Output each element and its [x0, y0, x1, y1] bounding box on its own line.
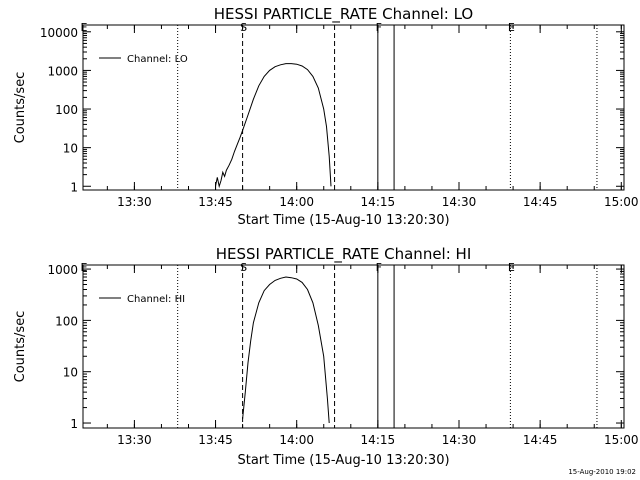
marker-label: F [376, 261, 382, 274]
x-tick-label: 15:00 [604, 433, 639, 447]
marker-label: E [81, 21, 88, 34]
marker-label: F [376, 21, 382, 34]
y-tick-label: 1 [70, 180, 78, 194]
chart-title: HESSI PARTICLE_RATE Channel: LO [214, 5, 473, 24]
x-tick-label: 13:30 [117, 433, 152, 447]
marker-label: S [240, 21, 247, 34]
y-tick-label: 1000 [47, 64, 78, 78]
legend-label: Channel: LO [127, 54, 188, 65]
x-tick-label: 13:45 [198, 195, 233, 209]
marker-label: S [240, 261, 247, 274]
series-line [215, 63, 332, 189]
x-axis-label: Start Time (15-Aug-10 13:20:30) [237, 453, 449, 468]
legend-label: Channel: HI [127, 294, 185, 305]
y-tick-label: 1 [70, 417, 78, 431]
y-tick-label: 100 [55, 103, 78, 117]
x-tick-label: 14:00 [279, 195, 314, 209]
plot-frame [82, 24, 625, 191]
x-tick-label: 13:30 [117, 195, 152, 209]
panel-lo: HESSI PARTICLE_RATE Channel: LO Counts/se… [13, 5, 639, 228]
x-tick-label: 14:00 [279, 433, 314, 447]
plot-frame [82, 264, 625, 429]
y-axis-label: Counts/sec [13, 72, 28, 144]
chart-title: HESSI PARTICLE_RATE Channel: HI [216, 245, 472, 264]
x-tick-label: 15:00 [604, 195, 639, 209]
y-tick-label: 10000 [40, 26, 78, 40]
x-tick-label: 14:30 [442, 433, 477, 447]
marker-label: E [508, 21, 515, 34]
x-tick-label: 14:15 [361, 195, 396, 209]
y-tick-label: 100 [55, 314, 78, 328]
x-axis-label: Start Time (15-Aug-10 13:20:30) [237, 213, 449, 228]
y-tick-label: 1000 [47, 263, 78, 277]
x-tick-label: 13:45 [198, 433, 233, 447]
y-tick-label: 10 [63, 142, 78, 156]
y-axis-label: Counts/sec [13, 311, 28, 383]
x-tick-label: 14:45 [523, 195, 558, 209]
marker-label: E [508, 261, 515, 274]
y-tick-label: 10 [63, 366, 78, 380]
panel-hi: HESSI PARTICLE_RATE Channel: HI Counts/se… [13, 245, 639, 468]
x-tick-label: 14:30 [442, 195, 477, 209]
footer-timestamp: 15-Aug-2010 19:02 [568, 468, 636, 476]
series-line [242, 276, 330, 424]
marker-label: E [81, 261, 88, 274]
x-tick-label: 14:15 [361, 433, 396, 447]
x-tick-label: 14:45 [523, 433, 558, 447]
